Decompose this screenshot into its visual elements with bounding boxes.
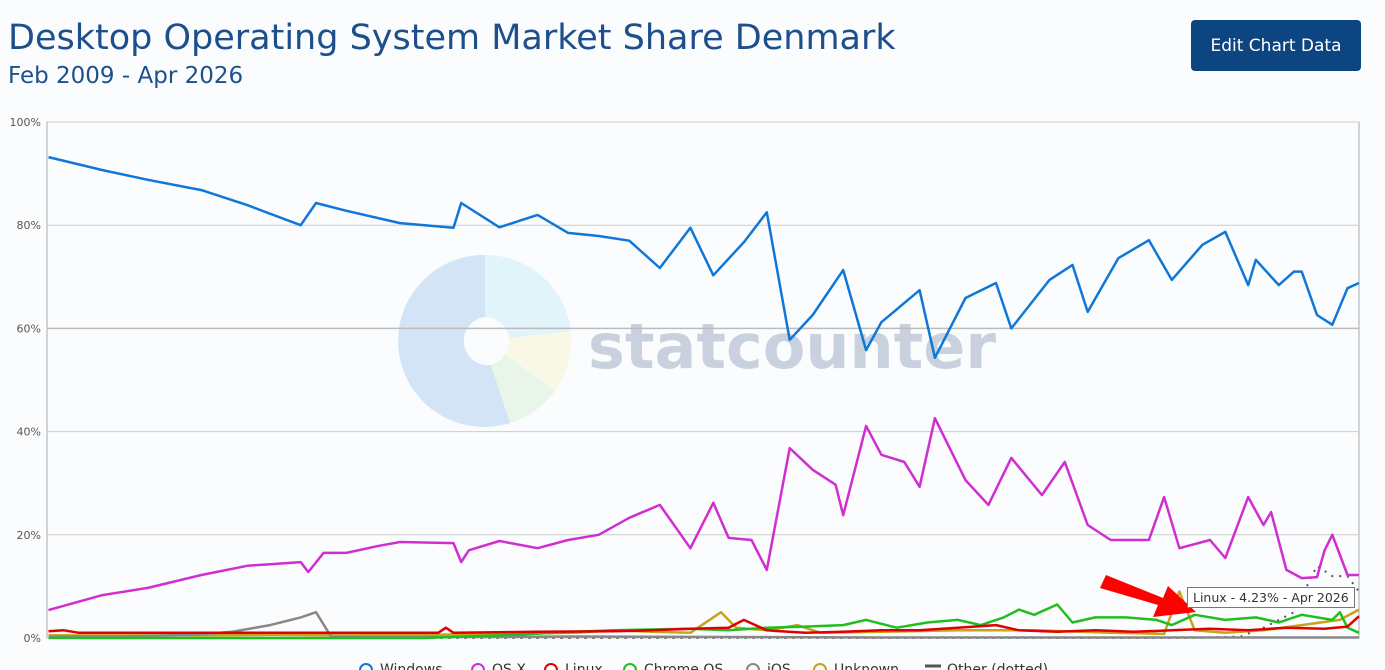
y-tick-label: 100% bbox=[10, 116, 41, 129]
legend-item[interactable]: Unknown bbox=[813, 662, 899, 670]
legend-item[interactable]: Chrome OS bbox=[623, 662, 723, 670]
legend-marker bbox=[359, 663, 373, 670]
red-arrow-annotation bbox=[1100, 575, 1196, 617]
legend-item[interactable]: Other (dotted) bbox=[925, 662, 1048, 670]
legend-marker bbox=[746, 663, 760, 670]
legend-label: iOS bbox=[767, 662, 791, 670]
legend-marker bbox=[813, 663, 827, 670]
legend-label: Chrome OS bbox=[644, 662, 723, 670]
page-subtitle: Feb 2009 - Apr 2026 bbox=[8, 63, 244, 89]
y-tick-label: 20% bbox=[17, 529, 41, 542]
legend-item[interactable]: OS X bbox=[471, 662, 526, 670]
legend-marker bbox=[623, 663, 637, 670]
page-title: Desktop Operating System Market Share De… bbox=[8, 18, 896, 58]
statcounter-watermark: statcounter bbox=[398, 254, 996, 427]
data-tooltip: Linux - 4.23% - Apr 2026 bbox=[1187, 587, 1355, 608]
legend-label: Linux bbox=[565, 662, 603, 670]
legend-label: Other (dotted) bbox=[947, 662, 1048, 670]
legend-label: OS X bbox=[492, 662, 526, 670]
y-tick-label: 40% bbox=[17, 426, 41, 439]
y-tick-label: 0% bbox=[24, 632, 41, 645]
series-line-windows[interactable] bbox=[48, 155, 1360, 360]
legend-label: Windows bbox=[380, 662, 443, 670]
legend-marker bbox=[471, 663, 485, 670]
legend-item[interactable]: Linux bbox=[544, 662, 603, 670]
series-line-os-x[interactable] bbox=[48, 416, 1360, 612]
legend-marker bbox=[544, 663, 558, 670]
y-tick-label: 80% bbox=[17, 219, 41, 232]
series-line-linux[interactable] bbox=[48, 615, 1360, 635]
legend-item[interactable]: iOS bbox=[746, 662, 791, 670]
watermark-text: statcounter bbox=[588, 310, 996, 383]
legend-item[interactable]: Windows bbox=[359, 662, 443, 670]
edit-chart-data-button[interactable]: Edit Chart Data bbox=[1191, 20, 1361, 71]
y-tick-label: 60% bbox=[17, 322, 41, 335]
legend-label: Unknown bbox=[834, 662, 899, 670]
